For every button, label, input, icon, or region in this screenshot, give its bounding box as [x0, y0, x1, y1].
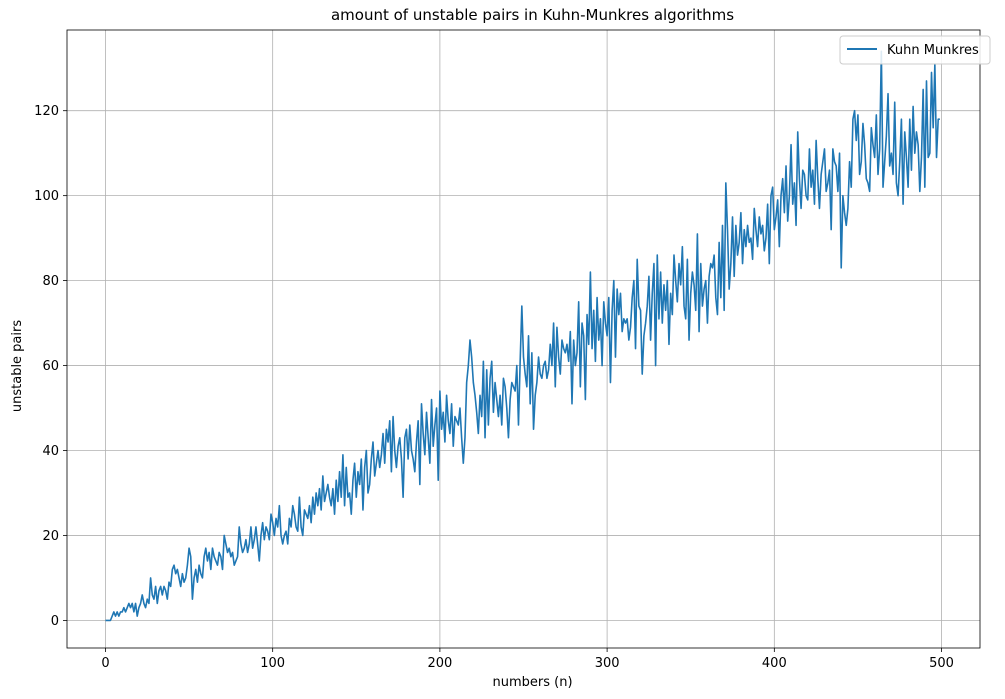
legend-label: Kuhn Munkres	[887, 43, 979, 58]
y-tick-label: 100	[34, 189, 59, 204]
legend: Kuhn Munkres	[839, 35, 991, 65]
x-tick-label: 500	[929, 656, 954, 671]
legend-box	[839, 35, 991, 65]
y-tick-label: 0	[51, 614, 59, 629]
x-axis-title: numbers (n)	[492, 675, 572, 690]
y-tick-label: 120	[34, 104, 59, 119]
x-tick-label: 200	[427, 656, 452, 671]
y-tick-label: 60	[42, 359, 59, 374]
y-tick-label: 80	[42, 274, 59, 289]
x-tick-label: 0	[101, 656, 109, 671]
chart-title: amount of unstable pairs in Kuhn-Munkres…	[331, 6, 734, 24]
plot-area: 0 100 200 300 400 500 0 20 40 60 80 100 120	[34, 29, 981, 671]
x-tick-label: 300	[595, 656, 620, 671]
x-tick-label: 100	[260, 656, 285, 671]
x-tick-label: 400	[762, 656, 787, 671]
series-line	[105, 50, 940, 622]
y-tick-label: 40	[42, 444, 59, 459]
plot-frame	[66, 29, 981, 649]
y-tick-label: 20	[42, 529, 59, 544]
y-axis-title: unstable pairs	[10, 320, 25, 412]
